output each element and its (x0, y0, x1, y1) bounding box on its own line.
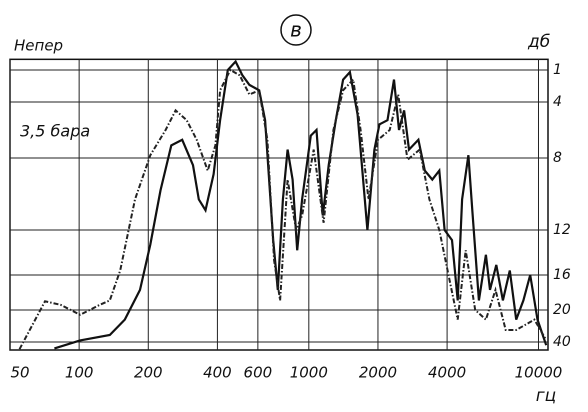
y-tick-label: 16 (553, 267, 571, 283)
x-tick-label: 10000 (515, 364, 563, 382)
series-line (54, 59, 548, 350)
plot-frame (9, 58, 549, 351)
y-axis-label-left: Непер (14, 37, 63, 55)
series-line (18, 68, 548, 350)
y-tick-label: 1 (553, 62, 562, 78)
x-tick-label: 4000 (428, 364, 466, 382)
x-tick-label: 400 (203, 364, 232, 382)
y-tick-label: 12 (553, 222, 571, 238)
chart-title: в (290, 18, 302, 42)
x-tick-label: 1000 (290, 364, 328, 382)
y-tick-label: 8 (553, 150, 562, 166)
y-axis-label-right: дб (527, 32, 550, 52)
y-tick-label: 4 (553, 94, 562, 110)
y-tick-label: 20 (553, 302, 571, 318)
x-axis-label: гц (536, 386, 557, 406)
title-circle (280, 14, 312, 46)
x-tick-label: 100 (65, 364, 94, 382)
y-tick-label: 40 (553, 334, 571, 350)
x-tick-label: 50 (10, 364, 29, 382)
x-tick-label: 2000 (359, 364, 397, 382)
x-tick-label: 600 (244, 364, 273, 382)
x-tick-label: 200 (134, 364, 163, 382)
annotation: 3,5 бара (20, 122, 90, 141)
